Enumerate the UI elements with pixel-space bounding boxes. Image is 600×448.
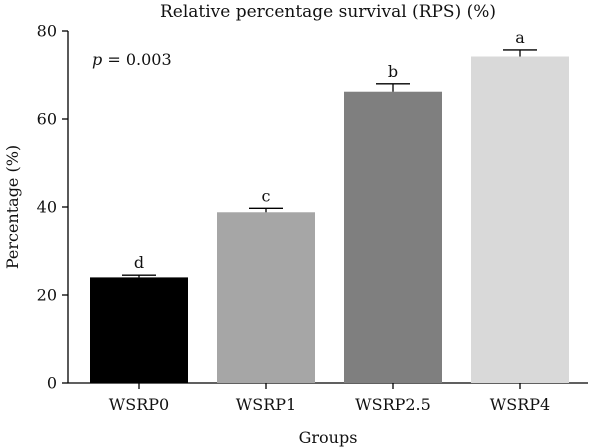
y-tick-label: 40 [37,198,57,217]
bar [471,56,569,384]
y-tick-label: 0 [47,374,57,393]
y-axis: 0 20 40 60 80 [37,22,69,393]
y-tick-label: 20 [37,286,57,305]
x-tick-label: WSRP1 [236,395,296,414]
p-value-annotation: p = 0.003 [92,50,172,69]
x-tick-label: WSRP2.5 [355,395,431,414]
y-tick-label: 80 [37,22,57,41]
x-axis: WSRP0 WSRP1 WSRP2.5 WSRP4 [68,382,588,414]
bar [344,91,442,383]
x-axis-label: Groups [299,428,358,447]
significance-letter: b [388,62,398,81]
x-tick-label: WSRP4 [490,395,550,414]
y-tick-label: 60 [37,110,57,129]
x-tick-label: WSRP0 [109,395,169,414]
bars-group: d c b a [90,28,569,384]
chart-title: Relative percentage survival (RPS) (%) [160,2,496,22]
y-axis-label: Percentage (%) [3,145,22,269]
p-value-text: = 0.003 [102,50,171,69]
p-symbol: p [92,50,102,69]
significance-letter: c [262,186,271,205]
significance-letter: a [515,28,525,47]
bar [217,212,315,383]
significance-letter: d [134,253,144,272]
bar [90,277,188,383]
